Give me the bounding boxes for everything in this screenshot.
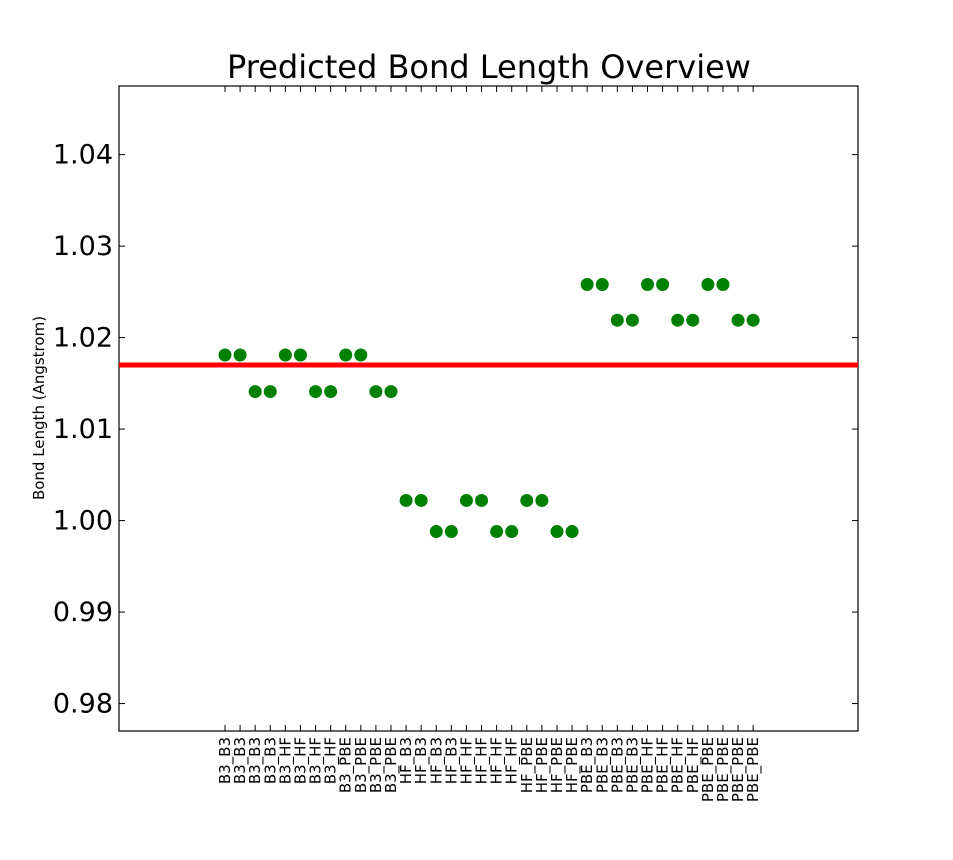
data-point — [218, 348, 232, 362]
y-axis: 0.98 0.99 1.00 1.01 1.02 1.03 1.04 — [53, 140, 858, 720]
x-tick-label: HF_HF — [473, 737, 492, 784]
data-point — [293, 348, 307, 362]
x-tick-label: B3_PBE — [367, 737, 386, 793]
data-point — [701, 278, 715, 292]
x-tick-label: B3_B3 — [231, 737, 250, 784]
y-tick-label: 0.99 — [53, 597, 113, 628]
data-point — [565, 525, 579, 539]
data-point — [399, 493, 413, 507]
x-tick-label: B3_B3 — [261, 737, 280, 784]
x-tick-label: HF_PBE — [548, 737, 567, 793]
plot-area — [118, 85, 859, 732]
data-point — [354, 348, 368, 362]
data-point — [490, 525, 504, 539]
x-tick-label: HF_B3 — [442, 737, 461, 784]
x-tick-label: HF_PBE — [533, 737, 552, 793]
x-tick-label: PBE_B3 — [578, 737, 597, 793]
x-tick-label: B3_HF — [307, 737, 326, 784]
x-tick-label: B3_HF — [276, 737, 295, 784]
data-point — [444, 525, 458, 539]
x-tick-label: PBE_PBE — [699, 737, 718, 802]
data-point — [641, 278, 655, 292]
x-tick-label: B3_PBE — [352, 737, 371, 793]
x-tick-label: HF_B3 — [427, 737, 446, 784]
x-tick-label: PBE_HF — [669, 737, 688, 793]
data-point — [716, 278, 730, 292]
data-point — [414, 493, 428, 507]
data-point — [429, 525, 443, 539]
data-point — [520, 493, 534, 507]
data-point — [595, 278, 609, 292]
data-point — [686, 313, 700, 327]
x-tick-label: PBE_B3 — [608, 737, 627, 793]
data-point — [746, 313, 760, 327]
data-point — [625, 313, 639, 327]
y-axis-label: Bond Length (Angstrom) — [30, 316, 48, 500]
x-tick-label: PBE_PBE — [729, 737, 748, 802]
x-tick-label: HF_B3 — [412, 737, 431, 784]
x-tick-label: HF_HF — [457, 737, 476, 784]
x-tick-label: B3_B3 — [216, 737, 235, 784]
data-point — [309, 385, 323, 399]
x-tick-label: PBE_PBE — [744, 737, 763, 802]
x-tick-label: HF_B3 — [397, 737, 416, 784]
x-tick-label: PBE_HF — [684, 737, 703, 793]
data-point — [263, 385, 277, 399]
x-tick-label: B3_B3 — [246, 737, 265, 784]
data-point — [550, 525, 564, 539]
x-tick-label: B3_PBE — [337, 737, 356, 793]
x-tick-label: PBE_B3 — [623, 737, 642, 793]
x-tick-label: HF_PBE — [563, 737, 582, 793]
x-tick-label: B3_HF — [322, 737, 341, 784]
x-tick-label: PBE_B3 — [593, 737, 612, 793]
x-tick-label: HF_HF — [488, 737, 507, 784]
x-tick-label: HF_HF — [503, 737, 522, 784]
x-axis: B3_B3B3_B3B3_B3B3_B3B3_HFB3_HFB3_HFB3_HF… — [216, 86, 763, 802]
data-point — [535, 493, 549, 507]
y-tick-label: 1.04 — [53, 140, 113, 171]
data-point — [731, 313, 745, 327]
x-tick-label: B3_HF — [291, 737, 310, 784]
y-tick-label: 1.00 — [53, 506, 113, 537]
data-point — [505, 525, 519, 539]
data-point — [475, 493, 489, 507]
x-tick-label: PBE_HF — [654, 737, 673, 793]
y-tick-label: 0.98 — [53, 689, 113, 720]
data-point — [459, 493, 473, 507]
y-tick-label: 1.03 — [53, 231, 113, 262]
x-tick-label: PBE_HF — [639, 737, 658, 793]
data-point — [324, 385, 338, 399]
data-point — [610, 313, 624, 327]
data-point — [248, 385, 262, 399]
x-tick-label: PBE_PBE — [714, 737, 733, 802]
data-point — [656, 278, 670, 292]
y-tick-label: 1.01 — [53, 414, 113, 445]
data-point — [384, 385, 398, 399]
data-point — [339, 348, 353, 362]
y-tick-label: 1.02 — [53, 323, 113, 354]
data-point — [278, 348, 292, 362]
data-point — [580, 278, 594, 292]
chart-title: Predicted Bond Length Overview — [227, 48, 751, 86]
data-point — [369, 385, 383, 399]
data-points — [218, 278, 760, 539]
data-point — [233, 348, 247, 362]
x-tick-label: HF_PBE — [518, 737, 537, 793]
x-tick-label: B3_PBE — [382, 737, 401, 793]
data-point — [671, 313, 685, 327]
